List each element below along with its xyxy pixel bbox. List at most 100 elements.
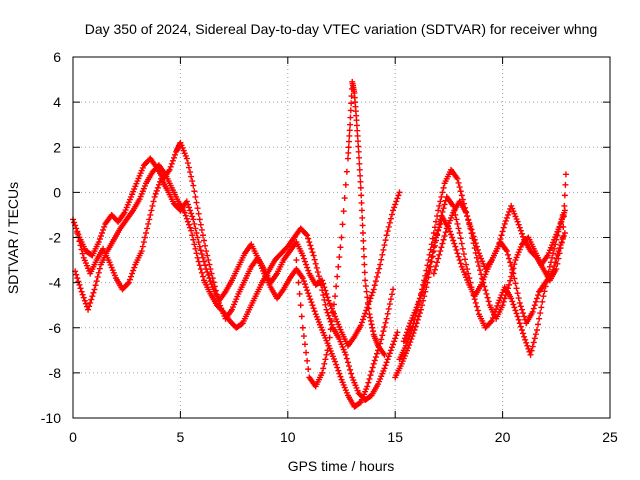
data-point [426, 263, 433, 270]
data-point [79, 291, 86, 298]
data-point [474, 246, 481, 253]
data-point [529, 308, 536, 315]
data-point [509, 298, 516, 305]
data-point [325, 342, 332, 349]
data-point [535, 292, 542, 299]
data-point [400, 338, 407, 345]
data-point [530, 339, 537, 346]
data-point [71, 219, 78, 226]
data-point [532, 253, 539, 260]
data-point [190, 182, 197, 189]
data-point [189, 213, 196, 220]
data-point [305, 290, 312, 297]
data-point [516, 320, 523, 327]
data-point [495, 243, 502, 250]
data-point [439, 208, 446, 215]
data-point [460, 251, 467, 258]
data-point [362, 277, 369, 284]
data-point [504, 211, 511, 218]
data-point [497, 236, 504, 243]
data-point [562, 181, 569, 188]
data-point [326, 334, 333, 341]
data-point [348, 100, 355, 107]
data-point [205, 272, 212, 279]
data-point [455, 179, 462, 186]
data-point [80, 294, 87, 301]
data-point [387, 296, 394, 303]
data-point [485, 298, 492, 305]
data-point [530, 305, 537, 312]
data-point [339, 221, 346, 228]
data-point [346, 132, 353, 139]
data-point [167, 163, 174, 170]
data-point [344, 155, 351, 162]
data-point [413, 320, 420, 327]
data-point [185, 221, 192, 228]
data-point [295, 279, 302, 286]
data-point [188, 173, 195, 180]
data-point [141, 234, 148, 241]
data-point [468, 226, 475, 233]
data-point [353, 117, 360, 124]
data-point [299, 324, 306, 331]
data-point [496, 239, 503, 246]
series-trace-2 [72, 162, 401, 403]
data-point [529, 343, 536, 350]
data-point [131, 264, 138, 271]
data-point [487, 319, 494, 326]
data-point [319, 369, 326, 376]
data-point [317, 277, 324, 284]
data-point [388, 211, 395, 218]
data-point [435, 255, 442, 262]
data-point [89, 293, 96, 300]
data-point [323, 351, 330, 358]
series-trace-1 [70, 139, 403, 349]
y-tick-label: 4 [53, 94, 61, 110]
data-point [473, 243, 480, 250]
data-point [140, 239, 147, 246]
data-point [535, 321, 542, 328]
data-point [348, 370, 355, 377]
data-point [303, 261, 310, 268]
data-point [74, 229, 81, 236]
x-tick-label: 25 [602, 429, 618, 445]
data-point [453, 216, 460, 223]
data-point [362, 310, 369, 317]
data-point [184, 218, 191, 225]
data-point [450, 202, 457, 209]
data-point [127, 273, 134, 280]
y-tick-label: 6 [53, 49, 61, 65]
data-point [372, 278, 379, 285]
data-point [511, 304, 518, 311]
data-point [198, 269, 205, 276]
data-point [394, 329, 401, 336]
data-point [381, 242, 388, 249]
y-axis-label: SDTVAR / TECUs [5, 182, 21, 294]
data-point [512, 307, 519, 314]
data-point [337, 244, 344, 251]
data-point [536, 315, 543, 322]
data-point [433, 263, 440, 270]
y-tick-label: -6 [49, 320, 62, 336]
data-point [81, 297, 88, 304]
data-point [300, 278, 307, 285]
data-point [474, 307, 481, 314]
data-point [489, 314, 496, 321]
data-point [409, 333, 416, 340]
data-point [333, 283, 340, 290]
data-point [297, 302, 304, 309]
data-point [462, 256, 469, 263]
data-point [467, 223, 474, 230]
data-point [356, 399, 363, 406]
data-point [407, 339, 414, 346]
data-point [517, 303, 524, 310]
data-point [500, 224, 507, 231]
data-point [321, 296, 328, 303]
data-point [423, 275, 430, 282]
data-point [314, 269, 321, 276]
data-point [546, 263, 553, 270]
data-point [494, 302, 501, 309]
data-point [347, 366, 354, 373]
data-point [386, 350, 393, 357]
